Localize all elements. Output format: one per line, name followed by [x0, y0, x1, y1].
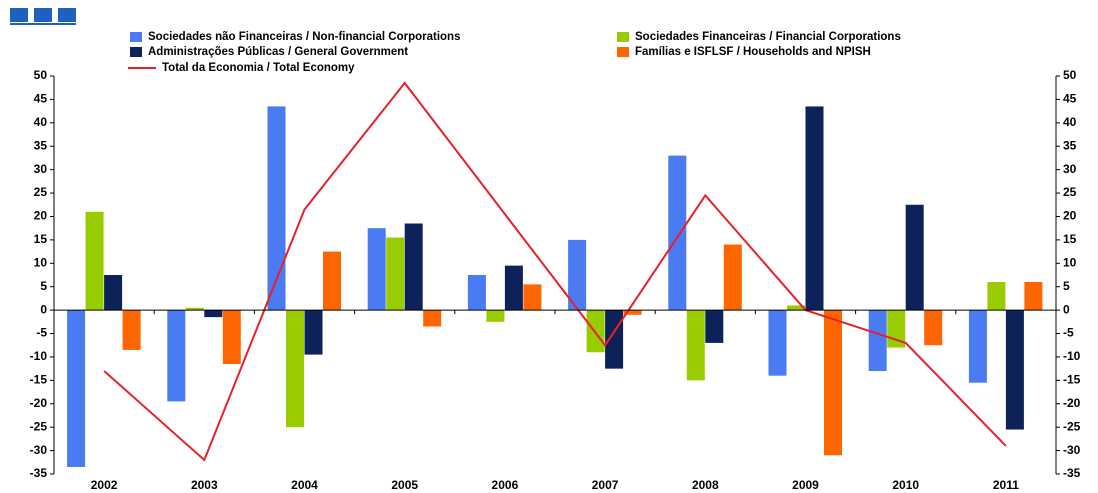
bar: [304, 310, 323, 355]
x-tick-label: 2004: [291, 478, 318, 492]
y-tick-label: -35: [30, 466, 48, 480]
y2-tick-label: -10: [1063, 349, 1081, 363]
bar: [968, 310, 987, 383]
bar: [568, 239, 587, 311]
y2-tick-label: -20: [1063, 396, 1081, 410]
bar: [367, 228, 386, 311]
y-tick-label: 15: [34, 232, 48, 246]
y-tick-label: -10: [30, 349, 48, 363]
y-tick-label: -5: [36, 326, 47, 340]
bar: [104, 275, 123, 311]
bar: [467, 275, 486, 311]
y2-tick-label: 35: [1063, 138, 1077, 152]
y2-tick-label: 5: [1063, 279, 1070, 293]
bar: [805, 106, 824, 311]
logo-block: [34, 8, 52, 22]
bar: [204, 310, 223, 318]
logo-bar: [10, 23, 76, 25]
y2-tick-label: 45: [1063, 92, 1077, 106]
bar: [523, 284, 542, 311]
y-tick-label: -25: [30, 419, 48, 433]
y2-tick-label: -5: [1063, 326, 1074, 340]
logo-block: [58, 8, 76, 22]
x-tick-label: 2009: [792, 478, 819, 492]
bar: [686, 310, 705, 381]
y-tick-label: 0: [40, 302, 47, 316]
y-tick-label: 10: [34, 255, 48, 269]
bar: [286, 310, 304, 428]
y-tick-label: -15: [30, 373, 48, 387]
x-tick-label: 2003: [191, 478, 218, 492]
y2-tick-label: -15: [1063, 373, 1081, 387]
bar: [768, 310, 787, 376]
bar: [987, 282, 1006, 311]
bar: [787, 305, 805, 311]
bar: [67, 310, 86, 467]
bar: [723, 244, 742, 311]
bar: [504, 265, 523, 311]
bar: [486, 310, 505, 322]
bar: [185, 307, 204, 311]
bar: [868, 310, 887, 371]
y-tick-label: -30: [30, 443, 48, 457]
bar: [668, 155, 687, 311]
y2-tick-label: 25: [1063, 185, 1077, 199]
y2-tick-label: -35: [1063, 466, 1081, 480]
bar: [1024, 282, 1043, 311]
legend-swatch: [130, 47, 142, 57]
bar: [267, 106, 286, 311]
bar: [423, 310, 442, 327]
y-tick-label: 20: [34, 209, 48, 223]
bar: [623, 310, 642, 315]
y-tick-label: 25: [34, 185, 48, 199]
x-tick-label: 2002: [91, 478, 118, 492]
y2-tick-label: 40: [1063, 115, 1077, 129]
bar: [404, 223, 423, 311]
legend-label: Administrações Públicas / General Govern…: [148, 46, 408, 58]
legend-swatch: [617, 47, 629, 57]
y2-tick-label: 0: [1063, 302, 1070, 316]
bar: [705, 310, 724, 343]
y-tick-label: 50: [34, 68, 48, 82]
bar: [222, 310, 241, 364]
line: [103, 81, 1007, 462]
bar: [323, 251, 341, 311]
x-tick-label: 2011: [993, 478, 1019, 492]
legend-label: Sociedades não Financeiras / Non-financi…: [148, 31, 460, 43]
y2-tick-label: 20: [1063, 209, 1077, 223]
y2-tick-label: 30: [1063, 162, 1077, 176]
bar: [605, 310, 624, 369]
x-tick-label: 2007: [592, 478, 619, 492]
y2-tick-label: 10: [1063, 255, 1077, 269]
bar: [905, 204, 924, 311]
x-tick-label: 2008: [692, 478, 719, 492]
y2-tick-label: -30: [1063, 443, 1081, 457]
y2-tick-label: 50: [1063, 68, 1077, 82]
x-tick-label: 2006: [492, 478, 519, 492]
bar: [85, 211, 104, 311]
x-tick-label: 2010: [892, 478, 919, 492]
bar: [167, 310, 186, 402]
x-tick-label: 2005: [391, 478, 418, 492]
legend-swatch: [130, 32, 142, 42]
y-tick-label: 30: [34, 162, 48, 176]
legend-label: Sociedades Financeiras / Financial Corpo…: [635, 31, 901, 43]
bar: [386, 237, 405, 311]
bar: [924, 310, 943, 346]
legend-label: Total da Economia / Total Economy: [162, 62, 355, 74]
y-tick-label: 45: [34, 92, 48, 106]
y-tick-label: -20: [30, 396, 48, 410]
y2-tick-label: -25: [1063, 419, 1081, 433]
y2-tick-label: 15: [1063, 232, 1077, 246]
bar: [122, 310, 141, 350]
legend-label: Famílias e ISFLSF / Households and NPISH: [635, 46, 871, 58]
bar: [1005, 310, 1024, 430]
y-tick-label: 40: [34, 115, 48, 129]
y-tick-label: 35: [34, 138, 48, 152]
logo-block: [10, 8, 28, 22]
y-tick-label: 5: [40, 279, 47, 293]
legend-swatch: [617, 32, 629, 42]
bar: [824, 310, 842, 456]
